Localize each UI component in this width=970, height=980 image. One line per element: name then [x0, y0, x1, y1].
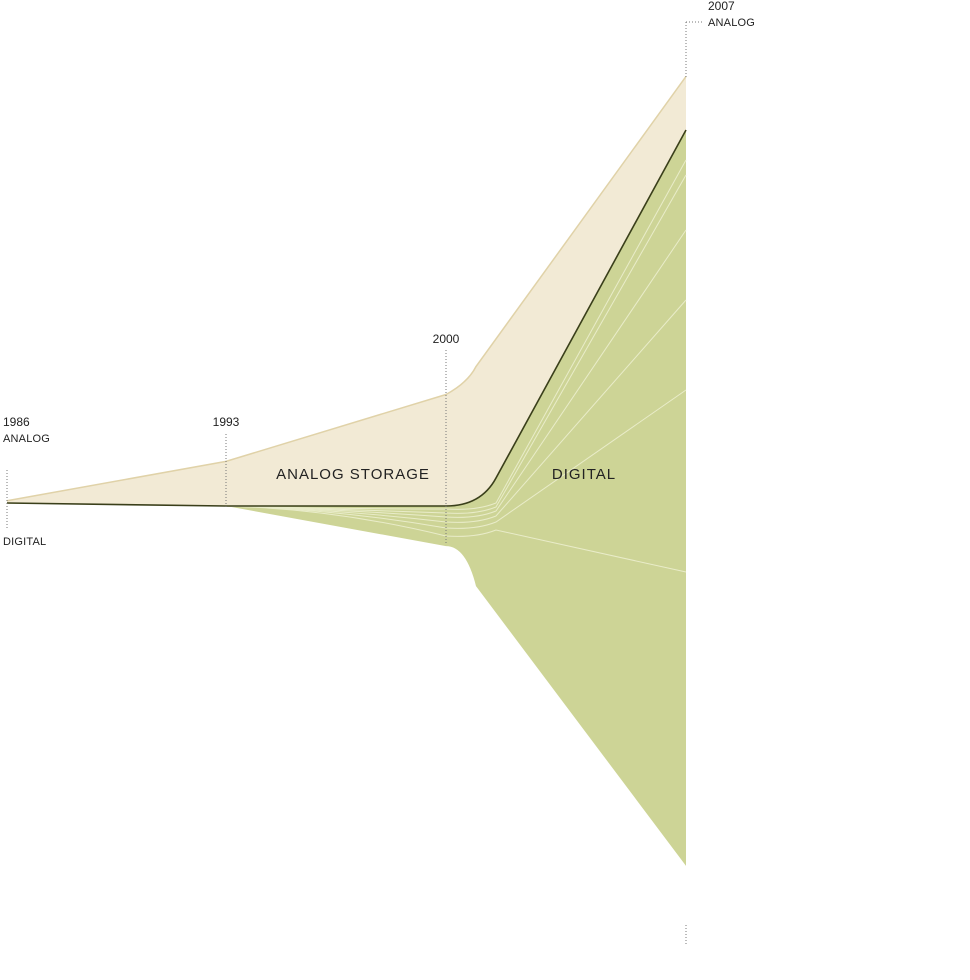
analog-top-edge — [6, 76, 687, 502]
digital-label: DIGITAL — [552, 466, 616, 483]
digital-area — [7, 130, 686, 866]
digital-subband-line-6 — [225, 505, 687, 573]
analog-area — [7, 76, 686, 506]
year-label-2000: 2000 — [433, 332, 460, 346]
analog-label-1986: ANALOG — [3, 433, 50, 445]
year-guides — [6, 21, 704, 945]
analog-storage-label: ANALOG STORAGE — [276, 466, 430, 483]
year-label-2007: 2007 — [708, 0, 735, 13]
digital-label-1986: DIGITAL — [3, 536, 46, 548]
year-label-1986: 1986 — [3, 415, 30, 429]
chart-areas — [6, 76, 687, 866]
year-label-1993: 1993 — [213, 415, 240, 429]
analog-label-2007: ANALOG — [708, 17, 755, 29]
